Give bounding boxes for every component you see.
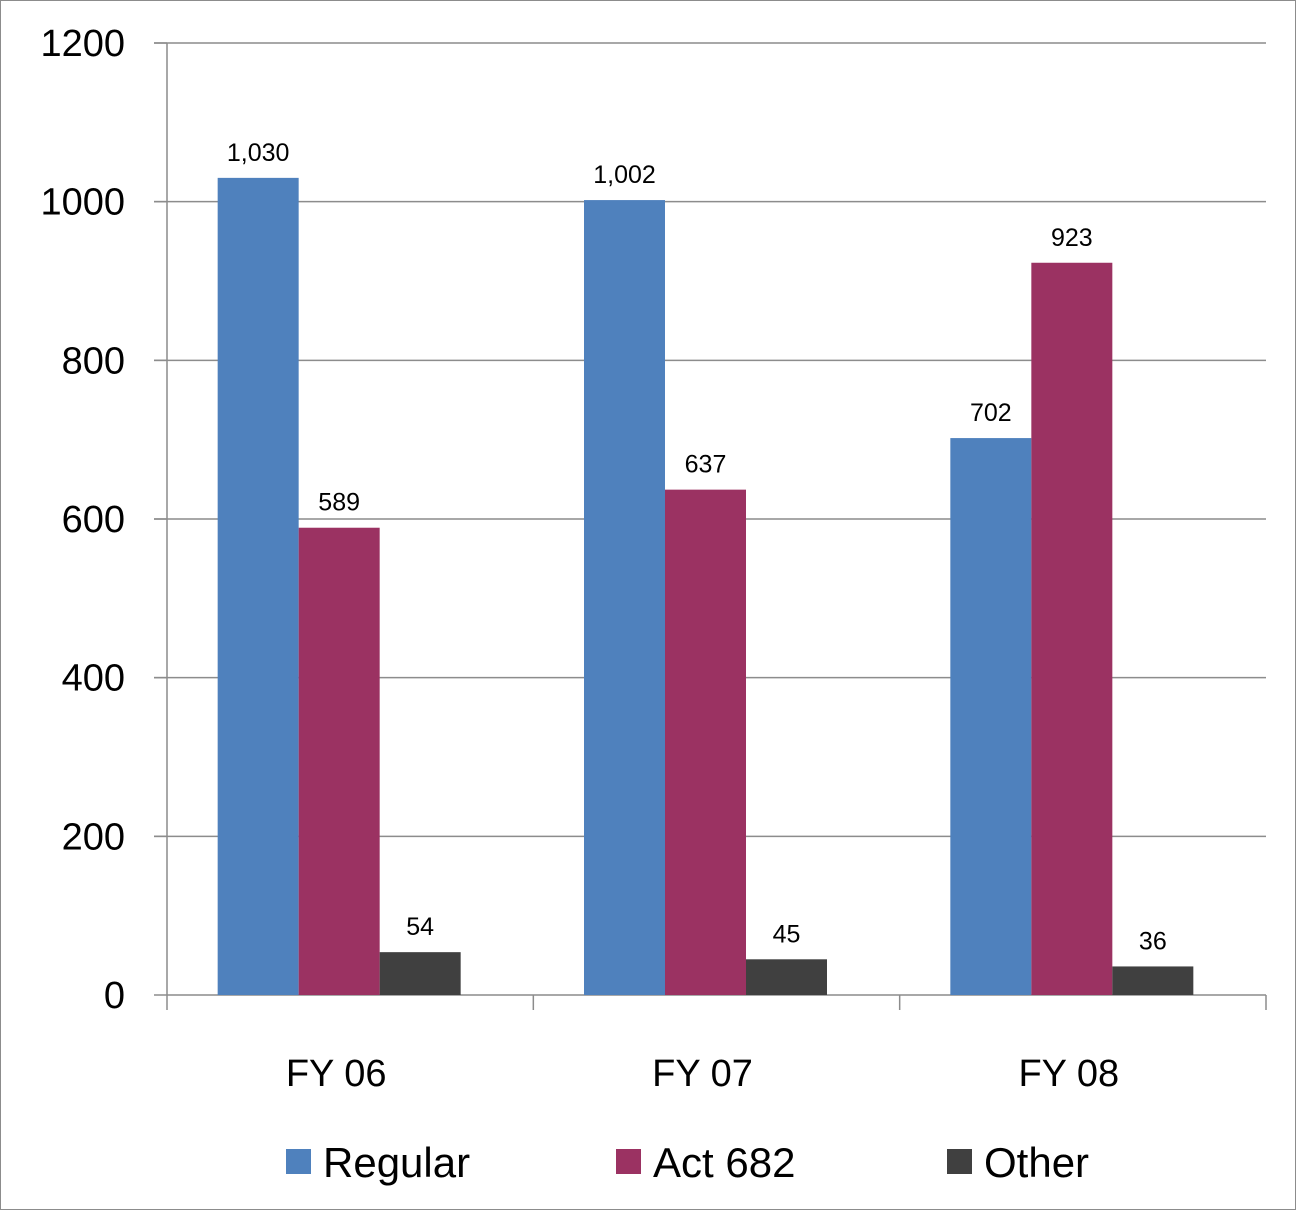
bar-other [1112, 966, 1194, 995]
y-tick-label: 200 [62, 816, 125, 858]
x-axis-ticks: FY 06 FY 07 FY 08 [286, 1053, 1119, 1095]
legend-label: Act 682 [653, 1139, 795, 1186]
x-tick-label: FY 06 [286, 1053, 387, 1095]
legend-swatch [616, 1149, 641, 1174]
bar-regular [217, 177, 299, 995]
data-label: 637 [685, 451, 727, 479]
bar-act-682 [1031, 262, 1113, 996]
data-label: 702 [970, 399, 1012, 427]
bar-act-682 [298, 527, 380, 995]
legend: Regular Act 682 Other [286, 1139, 1089, 1186]
x-tick-label: FY 08 [1018, 1053, 1119, 1095]
y-tick-label: 400 [62, 658, 125, 700]
data-label: 45 [773, 920, 801, 948]
bars [217, 177, 1194, 996]
data-label: 36 [1139, 927, 1167, 955]
bar-other [379, 952, 461, 995]
bar-regular [950, 438, 1032, 996]
legend-label: Regular [323, 1139, 470, 1186]
legend-swatch [286, 1149, 311, 1174]
data-label: 1,002 [593, 161, 656, 189]
y-tick-label: 600 [62, 499, 125, 541]
data-label: 54 [406, 913, 434, 941]
y-axis-ticks: 0 200 400 600 800 1000 1200 [40, 23, 125, 1017]
data-label: 1,030 [227, 139, 290, 167]
legend-label: Other [984, 1139, 1089, 1186]
y-tick-label: 1000 [40, 182, 125, 224]
data-label: 589 [318, 489, 360, 517]
data-label: 923 [1051, 224, 1093, 252]
bar-act-682 [665, 489, 746, 995]
x-tick-label: FY 07 [652, 1053, 753, 1095]
bar-regular [584, 200, 665, 995]
legend-swatch [947, 1149, 972, 1174]
bar-other [746, 959, 827, 995]
y-tick-label: 0 [104, 975, 125, 1017]
y-tick-label: 1200 [40, 23, 125, 65]
data-labels: 1,030 589 54 1,002 637 45 702 923 36 [227, 139, 1167, 956]
y-tick-label: 800 [62, 340, 125, 382]
